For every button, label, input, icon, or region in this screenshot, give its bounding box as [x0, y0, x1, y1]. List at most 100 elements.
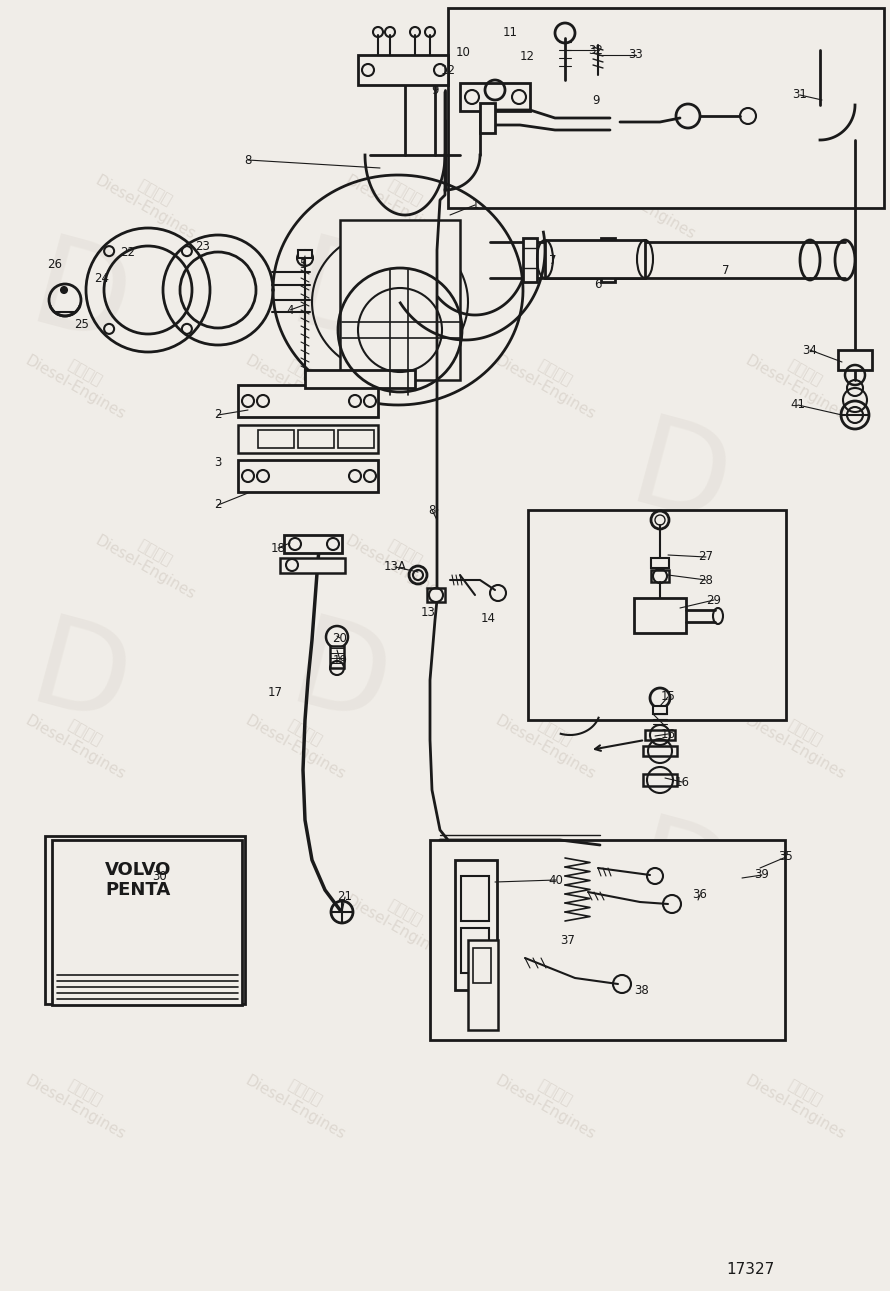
- Bar: [358, 56, 448, 85]
- Bar: [427, 587, 445, 602]
- Text: 紫发动力
Diesel-Engines: 紫发动力 Diesel-Engines: [743, 1057, 857, 1143]
- Bar: [468, 940, 498, 1030]
- Text: 23: 23: [196, 240, 210, 253]
- Bar: [643, 746, 677, 757]
- Bar: [284, 534, 342, 553]
- Text: 8: 8: [245, 154, 252, 167]
- Bar: [528, 510, 786, 720]
- Bar: [601, 238, 615, 281]
- Bar: [238, 385, 378, 417]
- Text: 紫发动力
Diesel-Engines: 紫发动力 Diesel-Engines: [93, 158, 207, 243]
- Text: 紫发动力
Diesel-Engines: 紫发动力 Diesel-Engines: [23, 697, 137, 782]
- Text: 36: 36: [692, 888, 708, 901]
- Text: 27: 27: [699, 550, 714, 563]
- Text: 7: 7: [723, 263, 730, 276]
- Text: 紫发动力
Diesel-Engines: 紫发动力 Diesel-Engines: [493, 1057, 607, 1143]
- Text: 16: 16: [660, 728, 676, 741]
- Text: 紫发动力
Diesel-Engines: 紫发动力 Diesel-Engines: [593, 878, 707, 962]
- Text: 紫发动力
Diesel-Engines: 紫发动力 Diesel-Engines: [343, 158, 457, 243]
- Text: 紫发动力
Diesel-Engines: 紫发动力 Diesel-Engines: [743, 697, 857, 782]
- Text: 紫发动力
Diesel-Engines: 紫发动力 Diesel-Engines: [243, 338, 357, 422]
- Text: 41: 41: [790, 399, 805, 412]
- Text: 20: 20: [333, 631, 347, 644]
- Circle shape: [61, 287, 67, 293]
- Text: 39: 39: [755, 869, 770, 882]
- Text: 32: 32: [588, 44, 603, 57]
- Text: 紫发动力
Diesel-Engines: 紫发动力 Diesel-Engines: [493, 697, 607, 782]
- Text: 9: 9: [592, 93, 600, 106]
- Text: 31: 31: [793, 89, 807, 102]
- Bar: [448, 8, 884, 208]
- Text: 4: 4: [287, 303, 294, 316]
- Bar: [338, 430, 374, 448]
- Text: 19: 19: [333, 653, 347, 666]
- Text: 紫发动力
Diesel-Engines: 紫发动力 Diesel-Engines: [243, 697, 357, 782]
- Text: 15: 15: [660, 691, 676, 704]
- Text: 2: 2: [214, 498, 222, 511]
- Text: 12: 12: [520, 50, 535, 63]
- Text: 1: 1: [471, 199, 479, 212]
- Bar: [461, 928, 489, 973]
- Text: 紫发动力
Diesel-Engines: 紫发动力 Diesel-Engines: [23, 1057, 137, 1143]
- Bar: [238, 425, 378, 453]
- Text: 紫发动力
Diesel-Engines: 紫发动力 Diesel-Engines: [93, 878, 207, 962]
- Text: 5: 5: [299, 258, 307, 271]
- Text: 38: 38: [635, 984, 650, 997]
- Text: 12: 12: [441, 63, 456, 76]
- Text: 26: 26: [47, 258, 62, 271]
- Bar: [52, 840, 242, 1004]
- Bar: [643, 775, 677, 786]
- Text: 13: 13: [421, 605, 435, 618]
- Text: 13A: 13A: [384, 560, 407, 573]
- Text: 25: 25: [75, 318, 89, 330]
- Bar: [280, 558, 345, 573]
- Bar: [460, 83, 530, 111]
- Bar: [258, 430, 294, 448]
- Bar: [545, 240, 645, 278]
- Bar: [461, 877, 489, 920]
- Text: 18: 18: [271, 541, 286, 555]
- Text: 6: 6: [595, 279, 602, 292]
- Text: 14: 14: [481, 612, 496, 625]
- Bar: [430, 840, 785, 1041]
- Text: D: D: [18, 229, 142, 371]
- Bar: [305, 371, 415, 389]
- Text: 10: 10: [456, 45, 471, 58]
- Bar: [298, 430, 334, 448]
- Text: D: D: [18, 609, 142, 751]
- Text: 2: 2: [214, 408, 222, 421]
- Bar: [238, 460, 378, 492]
- Bar: [480, 103, 495, 133]
- Text: 17327: 17327: [726, 1263, 774, 1278]
- Text: 3: 3: [214, 456, 222, 469]
- Bar: [340, 219, 460, 380]
- Bar: [838, 350, 872, 371]
- Bar: [653, 706, 667, 714]
- Bar: [473, 948, 491, 982]
- Text: 35: 35: [779, 851, 793, 864]
- Text: 21: 21: [337, 891, 352, 904]
- Bar: [634, 598, 686, 633]
- Bar: [651, 558, 669, 568]
- Text: 紫发动力
Diesel-Engines: 紫发动力 Diesel-Engines: [23, 338, 137, 422]
- Text: 11: 11: [503, 26, 517, 39]
- Text: 紫发动力
Diesel-Engines: 紫发动力 Diesel-Engines: [593, 158, 707, 243]
- Text: 29: 29: [707, 594, 722, 607]
- Text: D: D: [278, 229, 402, 371]
- Bar: [645, 729, 675, 740]
- Text: 22: 22: [120, 245, 135, 258]
- Text: D: D: [618, 809, 742, 951]
- Bar: [523, 238, 537, 281]
- Text: D: D: [278, 609, 402, 751]
- Text: 紫发动力
Diesel-Engines: 紫发动力 Diesel-Engines: [343, 878, 457, 962]
- Text: 9: 9: [432, 84, 439, 97]
- Text: 24: 24: [94, 271, 109, 284]
- Text: 紫发动力
Diesel-Engines: 紫发动力 Diesel-Engines: [343, 518, 457, 603]
- Text: 紫发动力
Diesel-Engines: 紫发动力 Diesel-Engines: [593, 518, 707, 603]
- Text: 30: 30: [152, 870, 167, 883]
- Text: 17: 17: [268, 687, 282, 700]
- Text: 紫发动力
Diesel-Engines: 紫发动力 Diesel-Engines: [743, 338, 857, 422]
- Text: 33: 33: [628, 49, 643, 62]
- Text: VOLVO
PENTA: VOLVO PENTA: [105, 861, 171, 900]
- Bar: [455, 860, 497, 990]
